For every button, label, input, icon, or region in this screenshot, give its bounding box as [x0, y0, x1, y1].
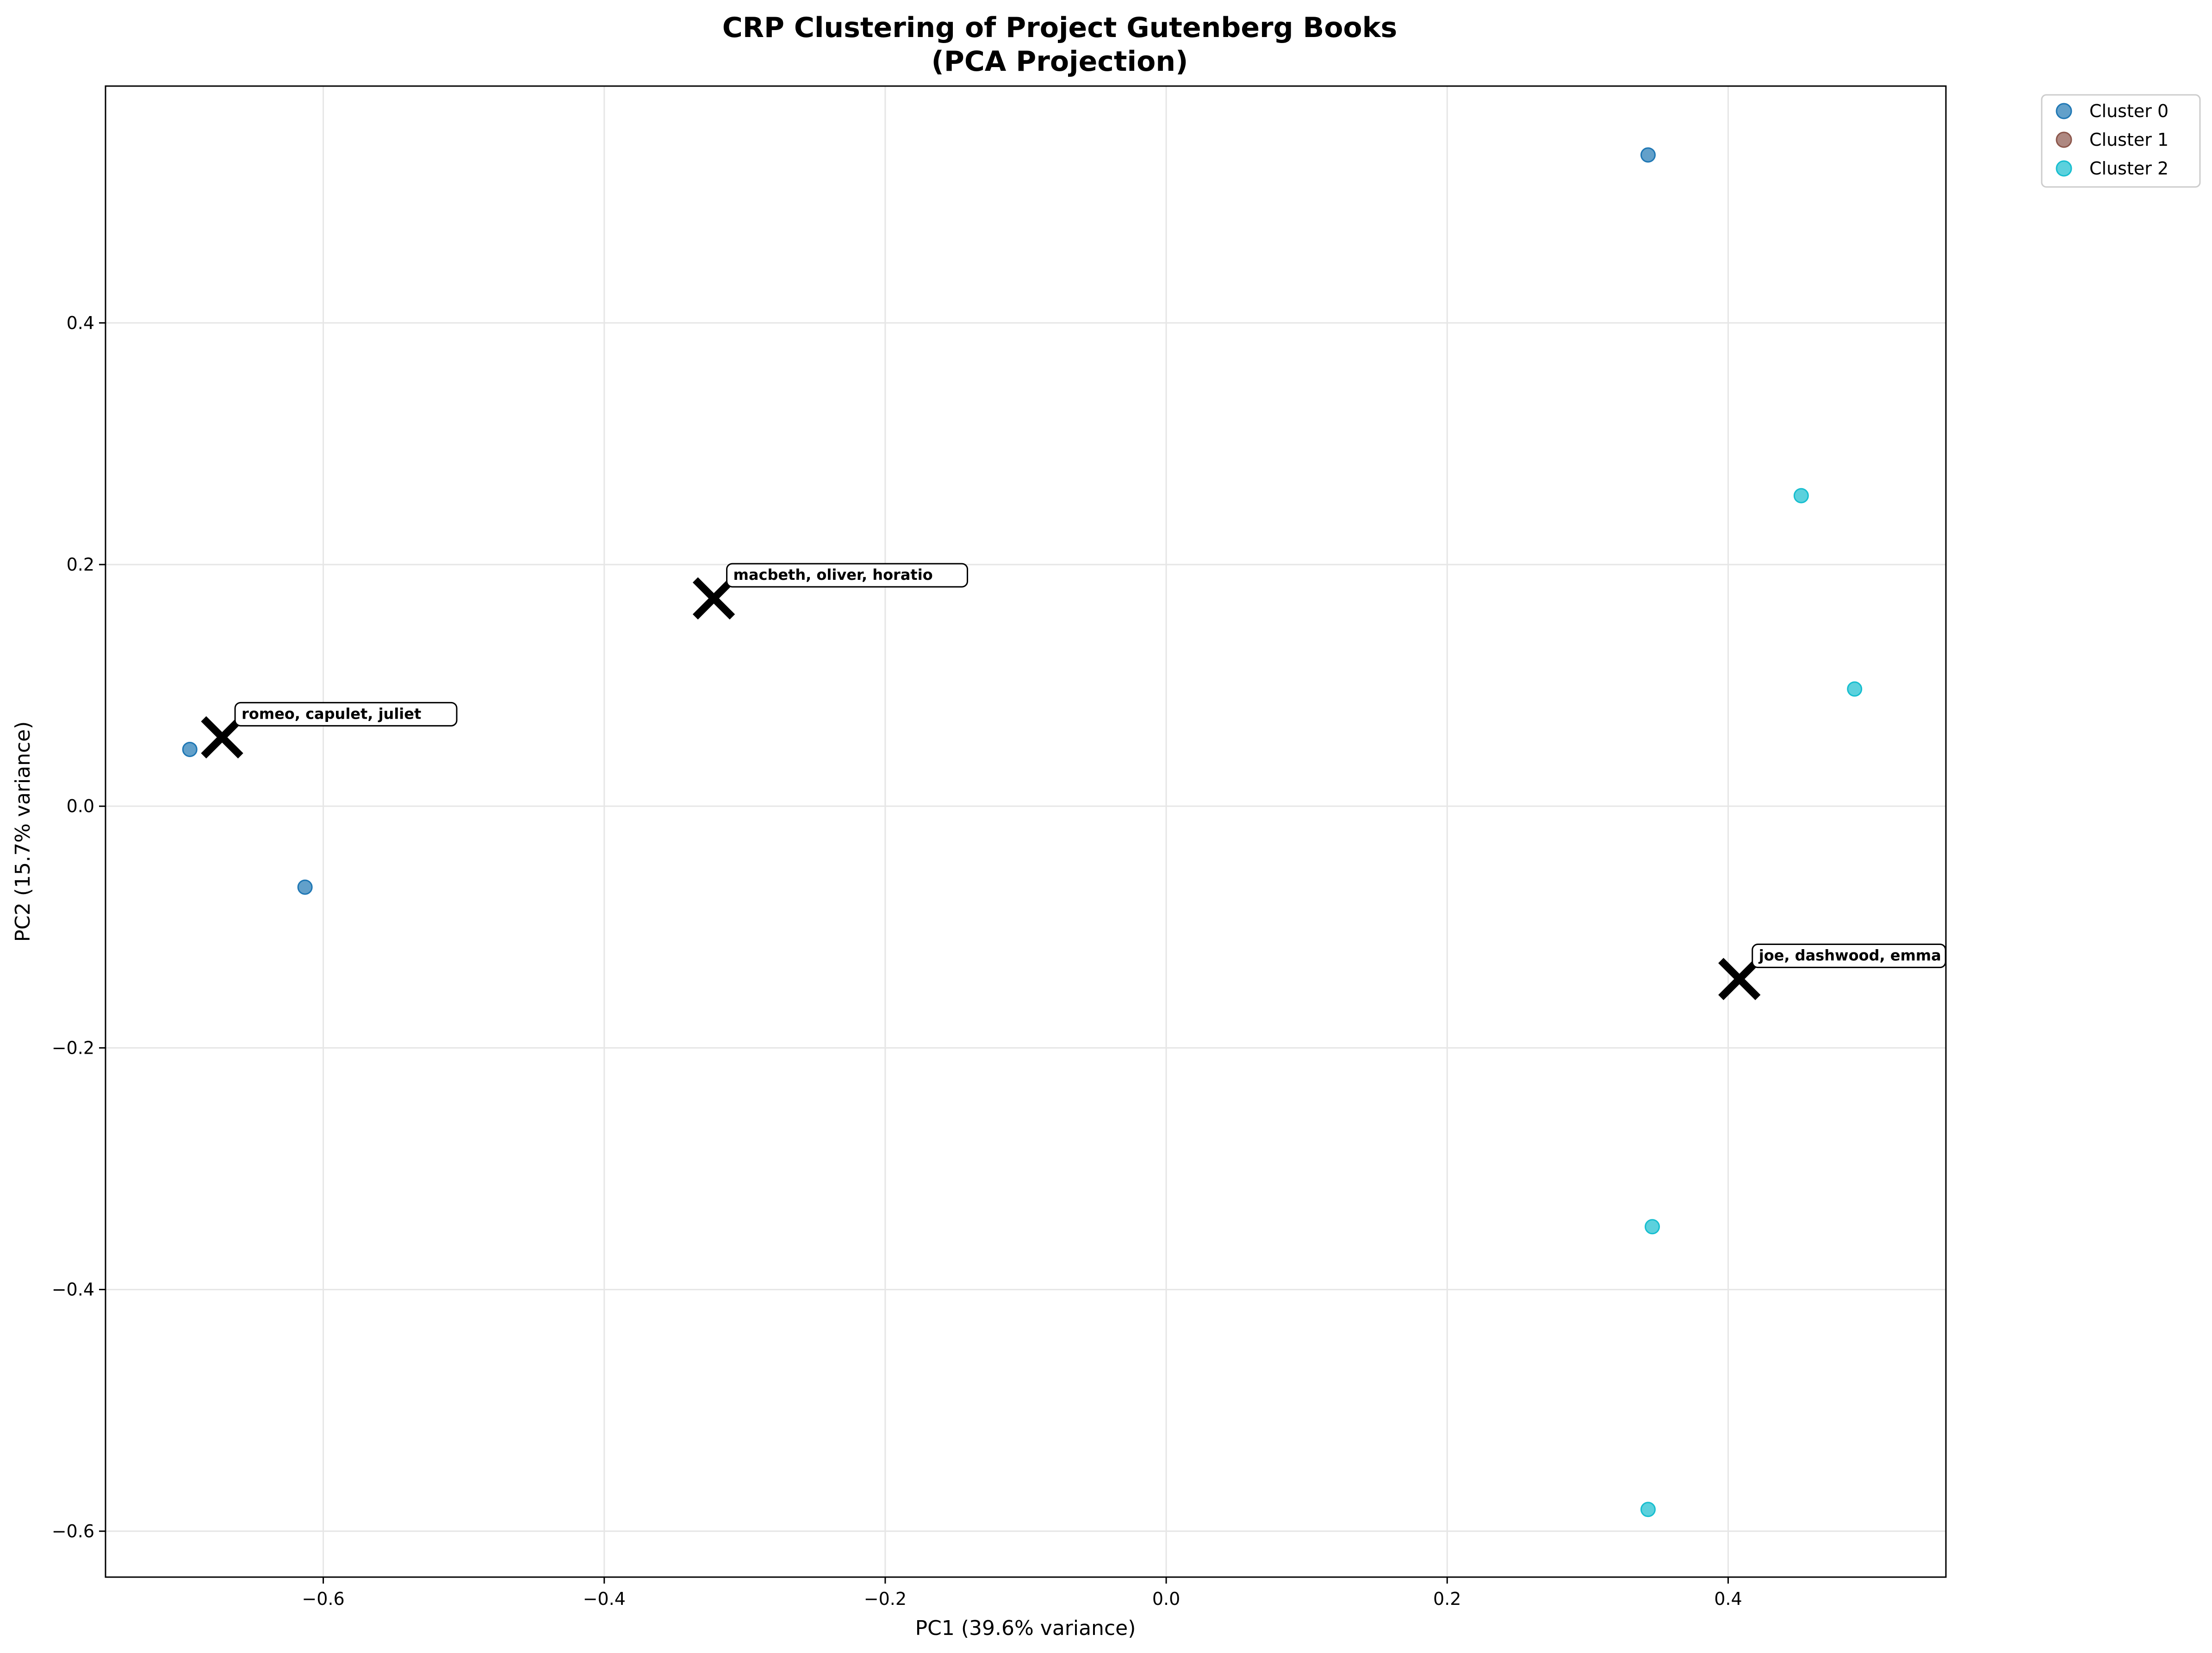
- centroid-label-box: [234, 702, 458, 727]
- centroid-marker: [692, 577, 735, 620]
- grid: [106, 86, 1946, 1577]
- legend-marker: [2056, 131, 2072, 148]
- centroid-label-box: [726, 563, 969, 588]
- chart-subtitle: (PCA Projection): [932, 45, 1188, 78]
- plot-frame: [105, 85, 1947, 1578]
- x-axis-label: PC1 (39.6% variance): [915, 1616, 1136, 1640]
- y-tick-label: 0.4: [67, 313, 94, 333]
- legend-frame: [2041, 94, 2201, 188]
- scatter-point-cluster-0: [297, 879, 313, 895]
- chart-title: CRP Clustering of Project Gutenberg Book…: [722, 12, 1398, 44]
- y-axis-ticks: −0.6 −0.4 −0.2 0.0 0.2 0.4: [52, 313, 106, 1541]
- scatter-points: [182, 147, 1863, 1517]
- plot-area: [106, 86, 1946, 1577]
- legend: Cluster 0 Cluster 1 Cluster 2: [2041, 94, 2201, 188]
- legend-label: Cluster 2: [2089, 158, 2169, 179]
- x-tick-label: −0.6: [302, 1589, 344, 1609]
- scatter-point-cluster-0: [182, 741, 198, 757]
- y-tick-label: −0.6: [52, 1521, 94, 1541]
- scatter-point-cluster-2: [1640, 1502, 1656, 1517]
- scatter-point-cluster-0: [1640, 147, 1656, 163]
- y-tick-label: −0.4: [52, 1280, 94, 1300]
- legend-label: Cluster 0: [2089, 101, 2169, 121]
- y-tick-label: 0.0: [67, 796, 94, 816]
- x-tick-label: −0.4: [583, 1589, 626, 1609]
- centroid-marker: [1718, 957, 1761, 1000]
- x-tick-label: −0.2: [864, 1589, 907, 1609]
- centroid-label: joe, dashwood, emma: [1758, 947, 1941, 964]
- y-axis-label: PC2 (15.7% variance): [11, 721, 35, 942]
- x-tick-label: 0.4: [1714, 1589, 1742, 1609]
- legend-label: Cluster 1: [2089, 130, 2169, 150]
- scatter-point-cluster-2: [1793, 488, 1809, 503]
- x-axis-ticks: −0.6 −0.4 −0.2 0.0 0.2 0.4: [302, 1577, 1742, 1609]
- centroid-label: macbeth, oliver, horatio: [733, 566, 933, 584]
- x-tick-label: 0.0: [1152, 1589, 1180, 1609]
- scatter-point-cluster-2: [1645, 1219, 1660, 1235]
- centroids: romeo, capulet, juliet macbeth, oliver, h…: [201, 563, 1946, 1000]
- x-tick-label: 0.2: [1433, 1589, 1461, 1609]
- y-tick-label: −0.2: [52, 1038, 94, 1058]
- centroid-marker: [201, 716, 243, 758]
- y-tick-label: 0.2: [67, 554, 94, 575]
- scatter-point-cluster-2: [1847, 681, 1863, 697]
- legend-marker: [2056, 103, 2072, 119]
- centroid-label: romeo, capulet, juliet: [242, 705, 421, 722]
- legend-marker: [2056, 160, 2072, 177]
